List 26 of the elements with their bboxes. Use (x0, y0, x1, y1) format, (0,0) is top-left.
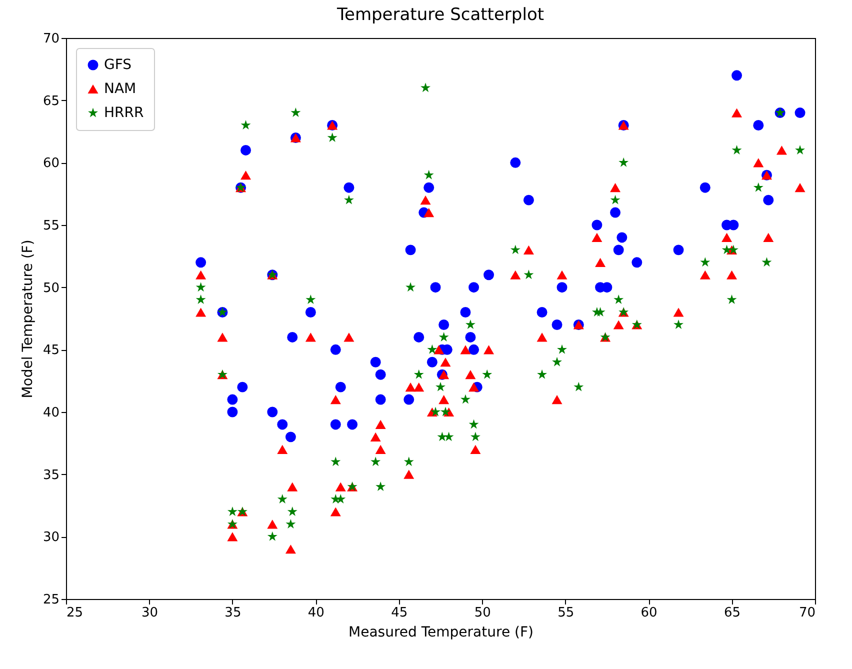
x-tick-label: 55 (558, 606, 574, 620)
x-tick-label: 40 (308, 606, 324, 620)
y-tick-label: 25 (42, 592, 60, 608)
x-tick-label: 50 (474, 606, 491, 620)
x-axis-title: Measured Temperature (F) (348, 624, 534, 640)
y-axis-title: Model Temperature (F) (20, 240, 36, 398)
y-tick-label: 70 (42, 32, 60, 46)
y-tick-label: 45 (42, 343, 60, 358)
x-tick-label: 70 (798, 606, 816, 620)
x-tick-label: 25 (66, 606, 84, 620)
y-tick-label: 35 (42, 468, 60, 483)
x-tick-label: 45 (391, 606, 408, 620)
x-tick-label: 60 (640, 606, 658, 620)
x-tick-label: 35 (224, 606, 242, 620)
y-tick-label: 65 (42, 94, 60, 109)
legend-label: HRRR (104, 105, 144, 121)
y-tick-label: 50 (42, 280, 60, 296)
y-tick-label: 55 (42, 218, 60, 234)
y-tick-label: 40 (42, 406, 60, 420)
x-tick-label: 30 (141, 606, 158, 620)
x-tick-label: 65 (724, 606, 741, 620)
legend-label: GFS (104, 57, 132, 73)
legend-label: NAM (104, 81, 136, 97)
y-tick-label: 60 (42, 156, 60, 172)
y-tick-label: 30 (42, 530, 60, 546)
chart-title: Temperature Scatterplot (336, 5, 544, 25)
